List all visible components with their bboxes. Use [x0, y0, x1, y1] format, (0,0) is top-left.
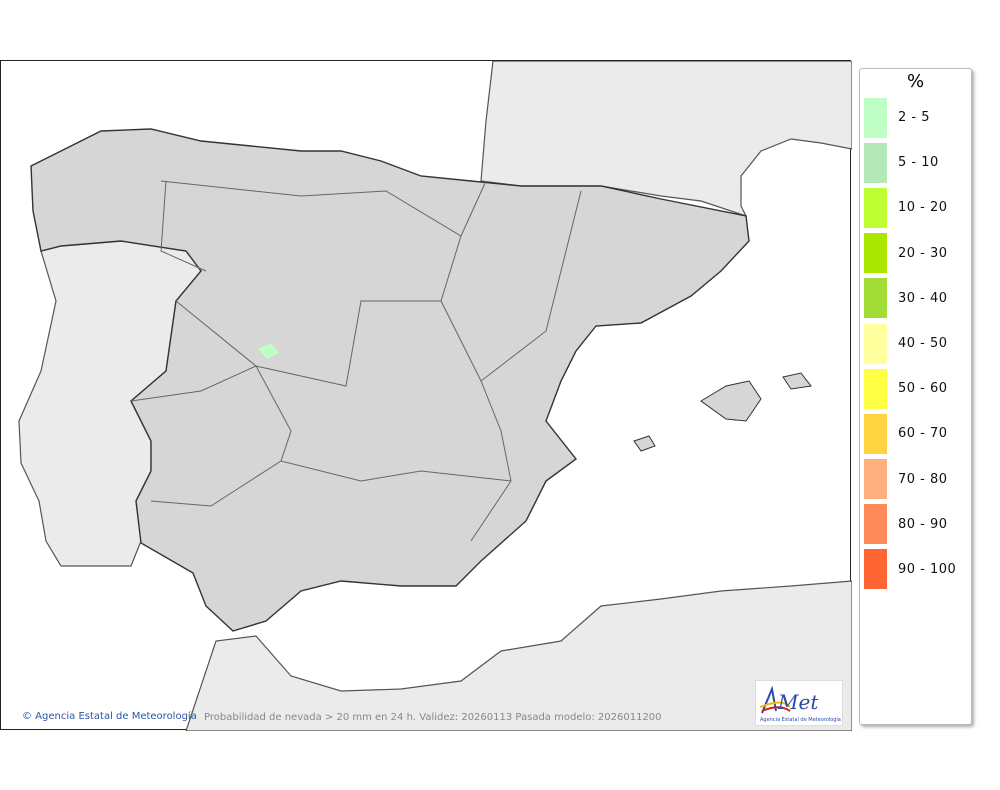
legend-label: 30 - 40 [898, 290, 948, 306]
legend-label: 60 - 70 [898, 426, 948, 442]
aemet-logo: Met Agencia Estatal de Meteorología [755, 680, 843, 726]
legend-item: 50 - 60 [860, 366, 971, 411]
legend: % 2 - 5 5 - 10 10 - 20 20 - 30 30 - 40 40 - 5… [859, 68, 972, 725]
legend-item: 5 - 10 [860, 140, 971, 185]
legend-swatch [864, 97, 887, 138]
menorca-island [782, 372, 812, 390]
legend-label: 80 - 90 [898, 516, 948, 532]
legend-label: 2 - 5 [898, 110, 930, 126]
svg-text:Agencia Estatal de Meteorologí: Agencia Estatal de Meteorología [760, 716, 841, 723]
legend-item: 60 - 70 [860, 411, 971, 456]
legend-swatch [864, 323, 887, 364]
map-frame[interactable] [0, 60, 852, 731]
legend-item: 90 - 100 [860, 547, 971, 592]
legend-swatch [864, 142, 887, 183]
legend-item: 30 - 40 [860, 276, 971, 321]
legend-item: 80 - 90 [860, 502, 971, 547]
africa-land [185, 580, 852, 731]
legend-item: 10 - 20 [860, 185, 971, 230]
legend-label: 20 - 30 [898, 245, 948, 261]
ibiza-island [633, 435, 656, 452]
legend-swatch [864, 413, 887, 454]
legend-label: 70 - 80 [898, 471, 948, 487]
legend-unit: % [906, 71, 925, 92]
legend-item: 2 - 5 [860, 95, 971, 140]
legend-swatch [864, 549, 887, 590]
aemet-credit: © Agencia Estatal de Meteorología [22, 711, 197, 722]
legend-label: 40 - 50 [898, 336, 948, 352]
legend-swatch [864, 504, 887, 545]
map-svg [18, 61, 852, 731]
legend-item: 40 - 50 [860, 321, 971, 366]
legend-item: 70 - 80 [860, 457, 971, 502]
legend-item: 20 - 30 [860, 231, 971, 276]
map-caption: Probabilidad de nevada > 20 mm en 24 h. … [204, 712, 662, 723]
mallorca-island [700, 380, 762, 422]
snow-probability-area [258, 343, 279, 359]
legend-label: 5 - 10 [898, 155, 939, 171]
legend-label: 90 - 100 [898, 561, 957, 577]
legend-swatch [864, 278, 887, 319]
legend-swatch [864, 368, 887, 409]
region-borders [130, 180, 582, 542]
legend-label: 50 - 60 [898, 381, 948, 397]
legend-swatch [864, 187, 887, 228]
legend-swatch [864, 233, 887, 274]
legend-label: 10 - 20 [898, 200, 948, 216]
svg-text:Met: Met [777, 690, 819, 714]
legend-swatch [864, 459, 887, 500]
